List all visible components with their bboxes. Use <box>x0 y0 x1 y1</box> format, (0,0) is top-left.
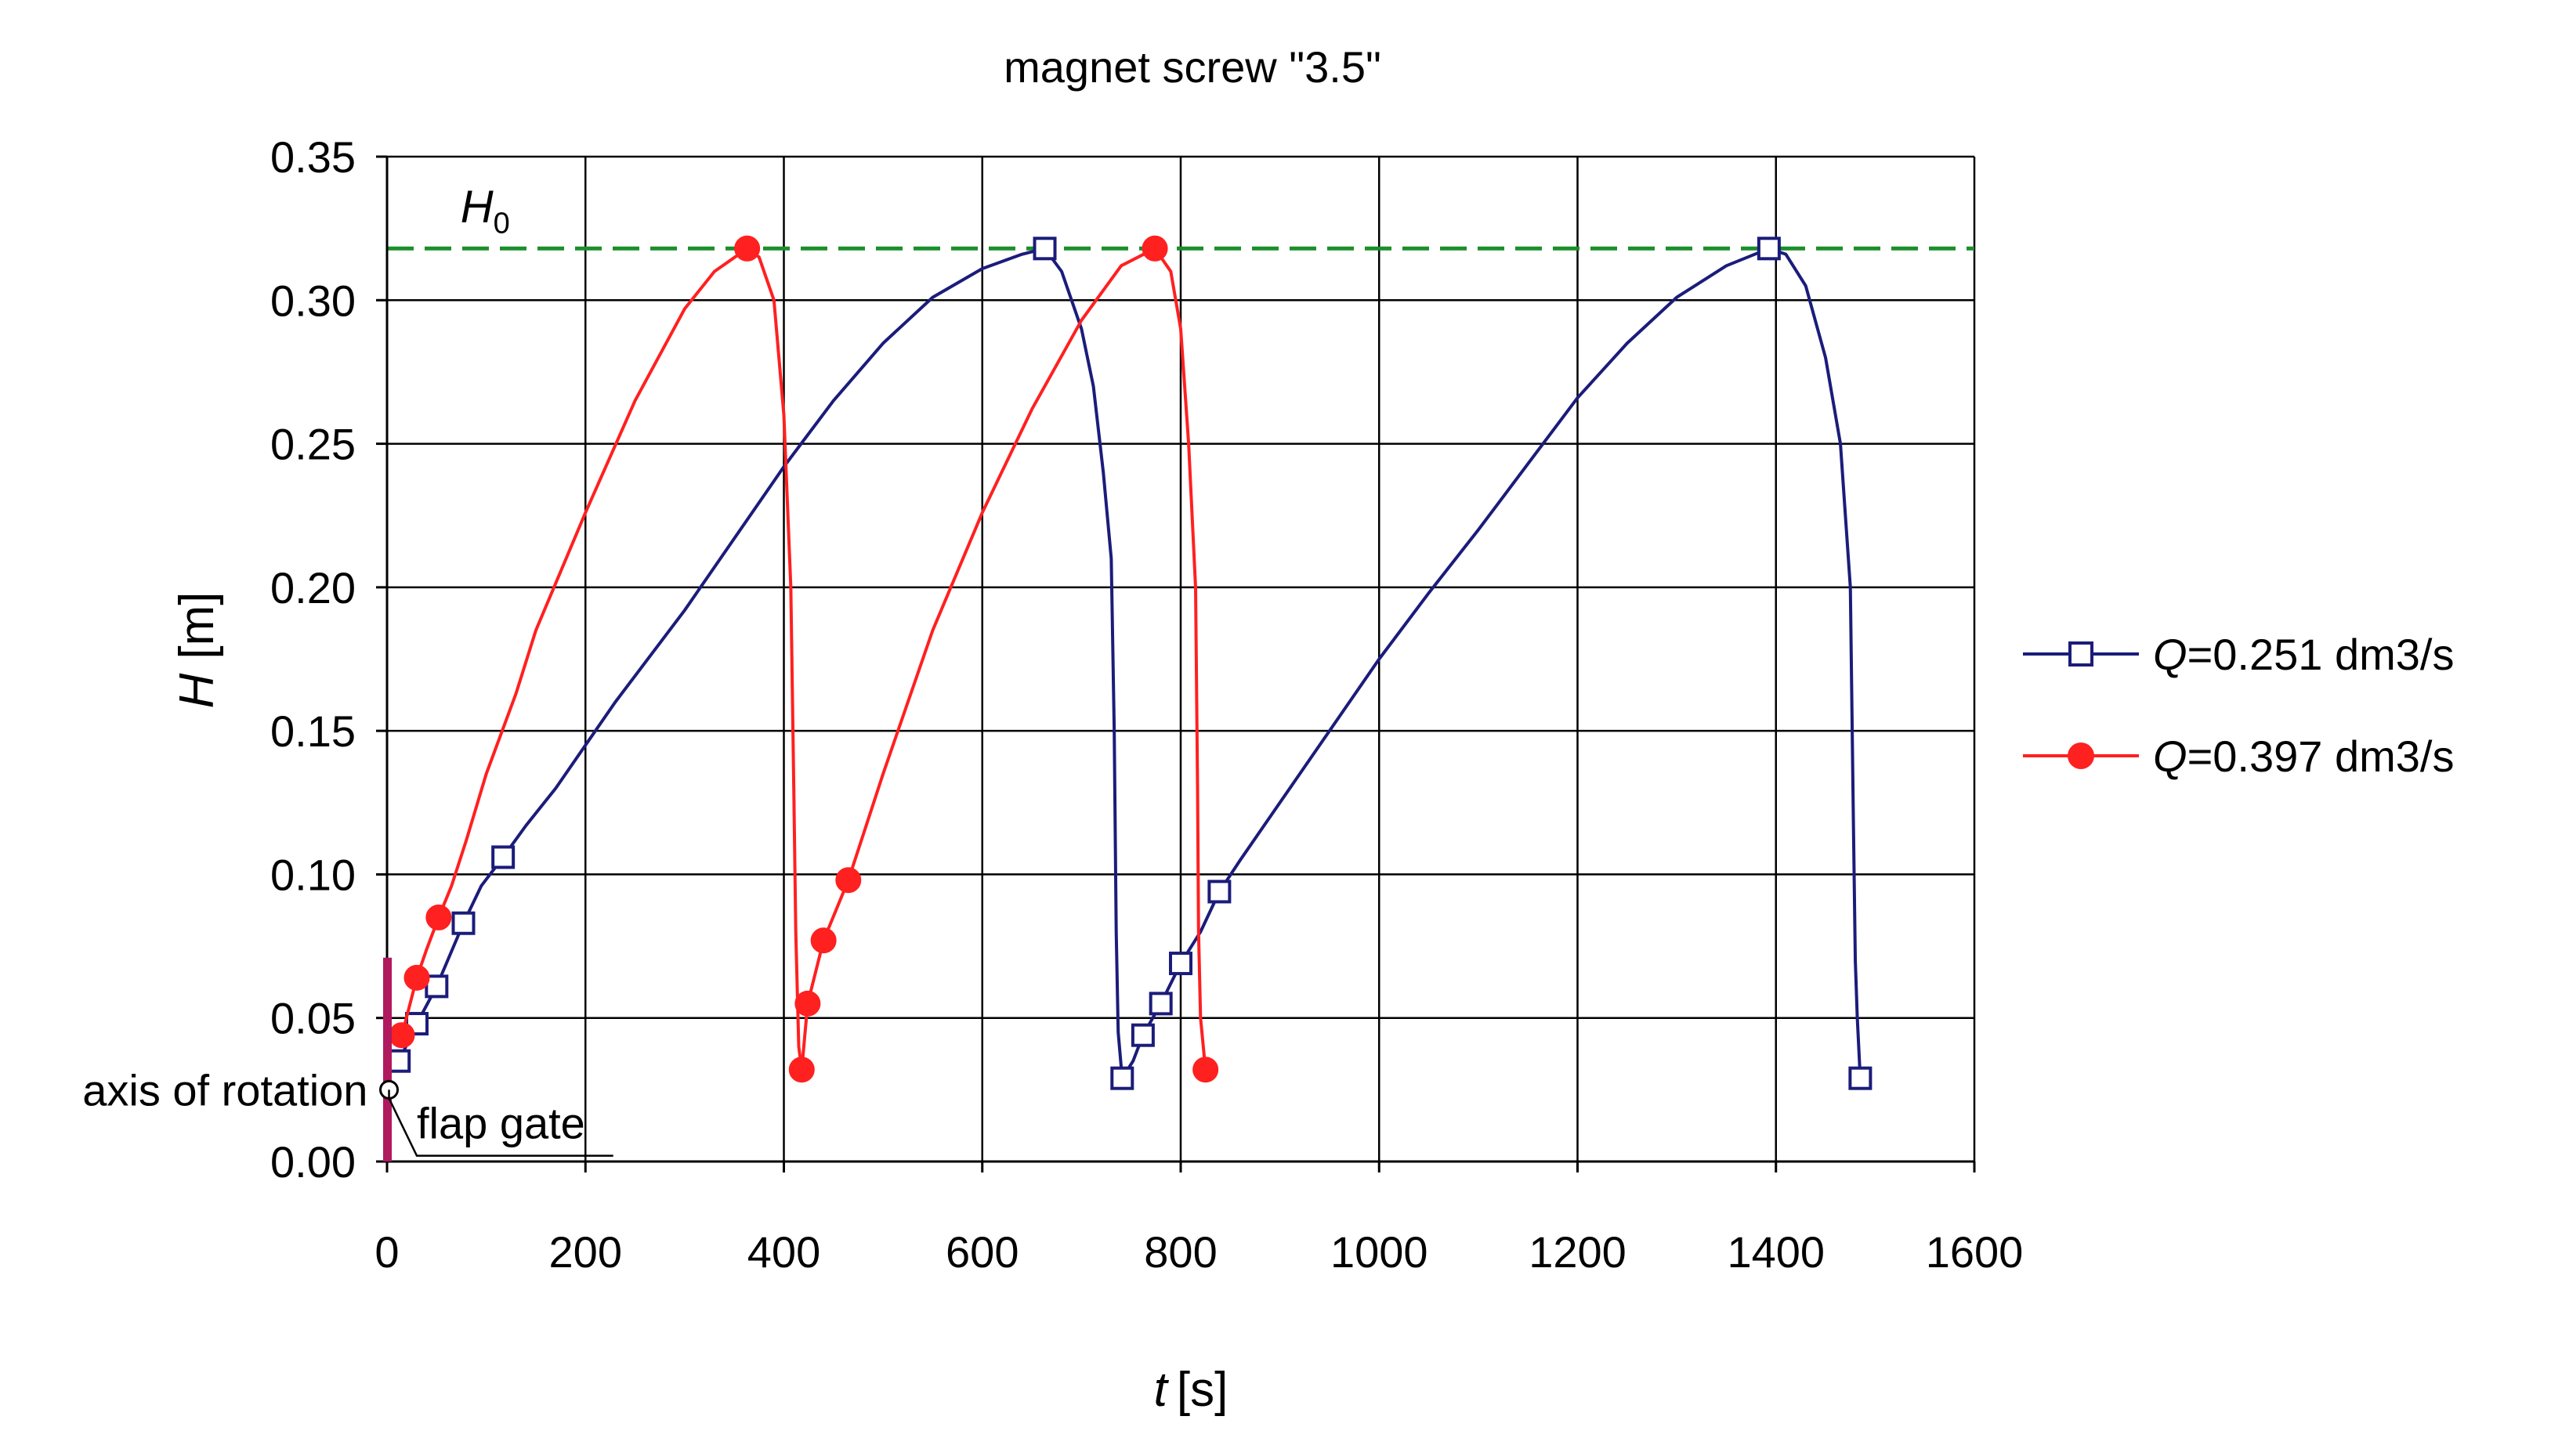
y-tick-label: 0.35 <box>270 132 356 182</box>
flap-gate-label: flap gate <box>417 1099 585 1148</box>
data-point-square <box>1131 1023 1155 1047</box>
data-point-circle <box>1192 1057 1219 1083</box>
data-point-circle <box>1142 235 1168 262</box>
x-tick-label: 1000 <box>1330 1227 1428 1277</box>
legend-marker-square <box>2068 641 2093 667</box>
y-tick-label: 0.00 <box>270 1137 356 1187</box>
flap-gate-bar <box>383 957 392 1162</box>
x-tick-label: 1400 <box>1727 1227 1825 1277</box>
chart-title: magnet screw "3.5" <box>1004 42 1381 92</box>
data-point-square <box>425 974 449 999</box>
series-2 <box>389 235 1219 1083</box>
y-tick-label: 0.05 <box>270 994 356 1043</box>
annotations: axis of rotation flap gate <box>82 957 613 1162</box>
data-point-square <box>1207 880 1232 904</box>
y-axis-symbol: H <box>170 673 224 708</box>
flap-gate-leader <box>388 1089 613 1157</box>
data-point-circle <box>734 235 761 262</box>
data-point-square <box>1848 1066 1873 1090</box>
data-point-square <box>1757 237 1781 261</box>
axis-of-rotation-label: axis of rotation <box>82 1065 367 1115</box>
data-point-square <box>1110 1066 1134 1090</box>
data-point-square <box>387 1049 411 1073</box>
y-tick-label: 0.10 <box>270 850 356 899</box>
x-axis-unit: [s] <box>1177 1363 1228 1417</box>
x-tick-label: 1200 <box>1529 1227 1626 1277</box>
legend-marker-circle <box>2068 742 2094 769</box>
series-1 <box>387 237 1873 1090</box>
legend: Q=0.251 dm3/s Q=0.397 dm3/s <box>2023 630 2454 781</box>
x-axis-symbol: t <box>1154 1363 1170 1417</box>
grid <box>387 155 1976 1162</box>
data-point-circle <box>835 867 862 894</box>
data-point-square <box>1033 237 1057 261</box>
legend-item-2: Q=0.397 dm3/s <box>2023 732 2454 781</box>
data-point-circle <box>403 964 430 991</box>
data-point-square <box>451 911 476 935</box>
plot-series <box>387 235 1873 1090</box>
y-tick-label: 0.30 <box>270 276 356 325</box>
legend-item-1: Q=0.251 dm3/s <box>2023 630 2454 679</box>
data-point-circle <box>788 1057 815 1083</box>
x-tick-label: 800 <box>1144 1227 1217 1277</box>
legend-label: Q=0.397 dm3/s <box>2153 732 2454 781</box>
x-axis-title: t [s] <box>1154 1363 1228 1417</box>
y-tick-label: 0.20 <box>270 563 356 612</box>
h0-label: H0 <box>461 181 510 240</box>
h0-reference-line: H0 <box>387 181 1974 251</box>
data-point-circle <box>389 1022 415 1049</box>
data-point-square <box>1149 992 1173 1016</box>
data-point-circle <box>425 904 452 930</box>
data-point-square <box>1169 952 1192 976</box>
y-tick-label: 0.25 <box>270 420 356 469</box>
x-tick-label: 600 <box>946 1227 1019 1277</box>
series-line <box>400 247 1207 1071</box>
x-tick-label: 200 <box>549 1227 622 1277</box>
data-point-square <box>491 845 516 869</box>
x-tick-label: 1600 <box>1926 1227 2024 1277</box>
y-axis-title: H [m] <box>170 592 224 709</box>
y-axis-unit: [m] <box>170 592 224 659</box>
x-tick-label: 0 <box>375 1227 399 1277</box>
data-point-circle <box>794 990 821 1017</box>
y-tick-label: 0.15 <box>270 706 356 756</box>
data-point-circle <box>810 927 837 954</box>
legend-label: Q=0.251 dm3/s <box>2153 630 2454 679</box>
series-line <box>397 247 1862 1080</box>
x-tick-label: 400 <box>747 1227 820 1277</box>
